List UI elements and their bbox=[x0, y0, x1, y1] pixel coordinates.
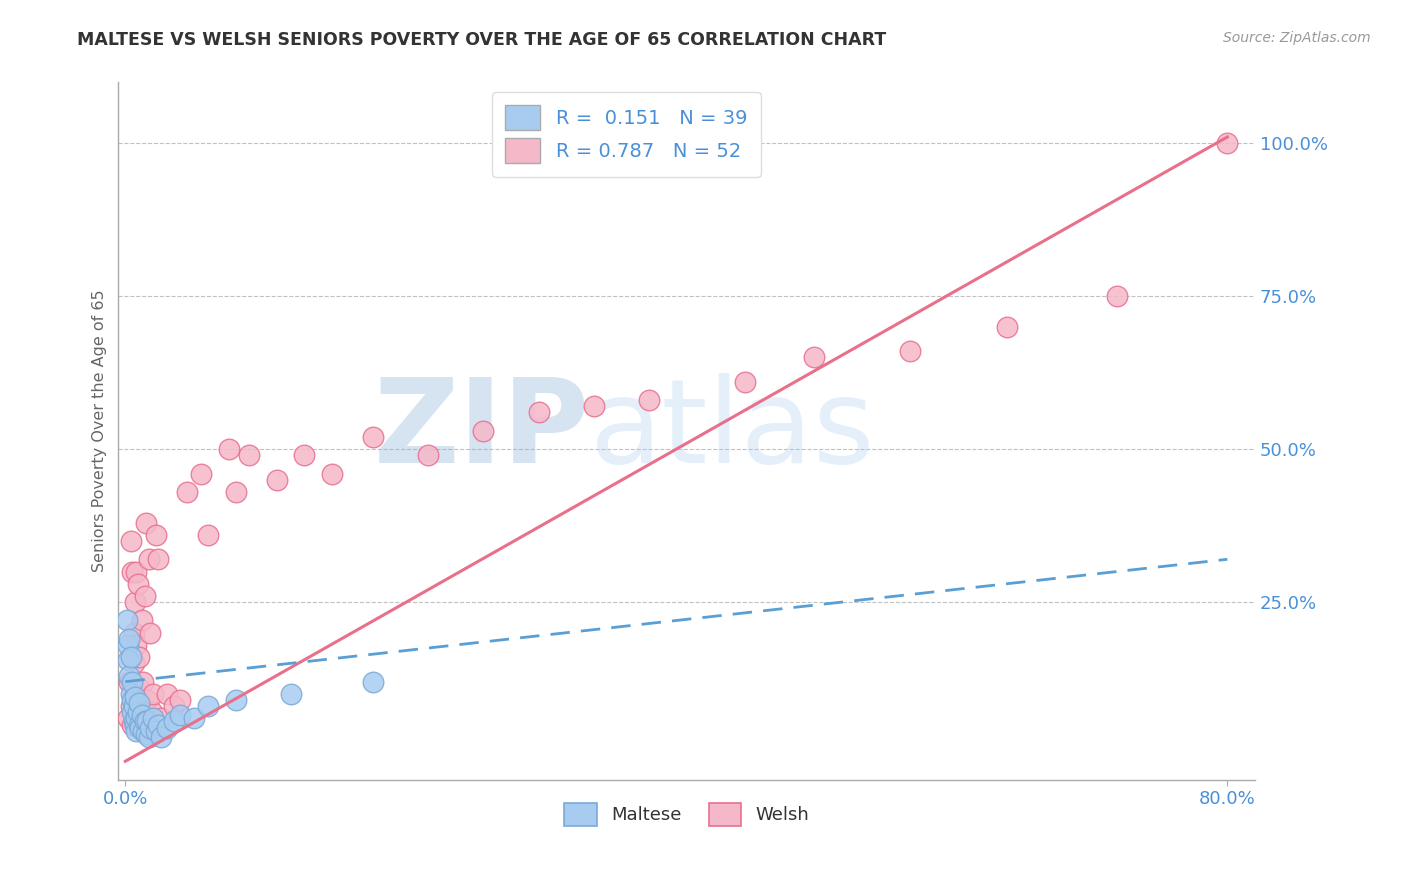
Point bbox=[118, 668, 141, 682]
Point bbox=[127, 706, 149, 720]
Point bbox=[121, 717, 143, 731]
Point bbox=[124, 717, 146, 731]
Text: ZIP: ZIP bbox=[374, 373, 591, 488]
Point bbox=[139, 721, 162, 735]
Text: MALTESE VS WELSH SENIORS POVERTY OVER THE AGE OF 65 CORRELATION CHART: MALTESE VS WELSH SENIORS POVERTY OVER TH… bbox=[77, 31, 887, 49]
Point bbox=[121, 565, 143, 579]
Point bbox=[136, 714, 159, 729]
Point bbox=[148, 717, 170, 731]
Point bbox=[117, 638, 139, 652]
Text: atlas: atlas bbox=[591, 373, 876, 488]
Point bbox=[266, 473, 288, 487]
Point bbox=[118, 632, 141, 646]
Point bbox=[169, 708, 191, 723]
Point bbox=[1107, 289, 1129, 303]
Point bbox=[995, 319, 1018, 334]
Point bbox=[128, 696, 150, 710]
Point bbox=[142, 687, 165, 701]
Point bbox=[120, 650, 142, 665]
Point bbox=[129, 699, 152, 714]
Point bbox=[361, 674, 384, 689]
Point bbox=[527, 405, 550, 419]
Point bbox=[125, 711, 148, 725]
Point bbox=[125, 565, 148, 579]
Point bbox=[803, 351, 825, 365]
Point bbox=[218, 442, 240, 456]
Point bbox=[162, 714, 184, 729]
Point bbox=[361, 430, 384, 444]
Point bbox=[162, 699, 184, 714]
Point bbox=[294, 448, 316, 462]
Legend: Maltese, Welsh: Maltese, Welsh bbox=[557, 796, 817, 833]
Point bbox=[120, 699, 142, 714]
Point bbox=[472, 424, 495, 438]
Point bbox=[183, 711, 205, 725]
Point bbox=[138, 552, 160, 566]
Point bbox=[582, 399, 605, 413]
Point bbox=[321, 467, 343, 481]
Point bbox=[197, 699, 219, 714]
Point bbox=[145, 723, 167, 738]
Point bbox=[131, 614, 153, 628]
Point bbox=[156, 721, 179, 735]
Text: Source: ZipAtlas.com: Source: ZipAtlas.com bbox=[1223, 31, 1371, 45]
Point bbox=[132, 674, 155, 689]
Point bbox=[115, 614, 138, 628]
Point bbox=[197, 528, 219, 542]
Point bbox=[134, 589, 156, 603]
Point bbox=[117, 653, 139, 667]
Point bbox=[900, 344, 922, 359]
Point bbox=[150, 711, 173, 725]
Point bbox=[125, 723, 148, 738]
Point bbox=[131, 708, 153, 723]
Point bbox=[225, 693, 247, 707]
Point bbox=[734, 375, 756, 389]
Point bbox=[150, 730, 173, 744]
Point bbox=[169, 693, 191, 707]
Point bbox=[117, 711, 139, 725]
Y-axis label: Seniors Poverty Over the Age of 65: Seniors Poverty Over the Age of 65 bbox=[93, 289, 107, 572]
Point bbox=[637, 393, 659, 408]
Point bbox=[125, 638, 148, 652]
Point bbox=[156, 687, 179, 701]
Point bbox=[121, 674, 143, 689]
Point bbox=[132, 723, 155, 738]
Point bbox=[118, 674, 141, 689]
Point bbox=[190, 467, 212, 481]
Point bbox=[124, 595, 146, 609]
Point bbox=[145, 528, 167, 542]
Point bbox=[120, 687, 142, 701]
Point bbox=[142, 711, 165, 725]
Point bbox=[122, 625, 145, 640]
Point bbox=[122, 699, 145, 714]
Point bbox=[1216, 136, 1239, 150]
Point bbox=[280, 687, 302, 701]
Point bbox=[135, 727, 157, 741]
Point bbox=[138, 730, 160, 744]
Point bbox=[418, 448, 440, 462]
Point bbox=[225, 485, 247, 500]
Point bbox=[141, 706, 163, 720]
Point bbox=[121, 693, 143, 707]
Point bbox=[127, 576, 149, 591]
Point bbox=[238, 448, 260, 462]
Point bbox=[176, 485, 198, 500]
Point bbox=[122, 714, 145, 729]
Point bbox=[129, 721, 152, 735]
Point bbox=[134, 714, 156, 729]
Point bbox=[121, 706, 143, 720]
Point bbox=[139, 625, 162, 640]
Point bbox=[128, 681, 150, 695]
Point bbox=[124, 690, 146, 704]
Point bbox=[128, 650, 150, 665]
Point bbox=[136, 693, 159, 707]
Point bbox=[135, 516, 157, 530]
Point bbox=[122, 657, 145, 671]
Point bbox=[128, 717, 150, 731]
Point bbox=[124, 687, 146, 701]
Point bbox=[148, 552, 170, 566]
Point bbox=[120, 533, 142, 548]
